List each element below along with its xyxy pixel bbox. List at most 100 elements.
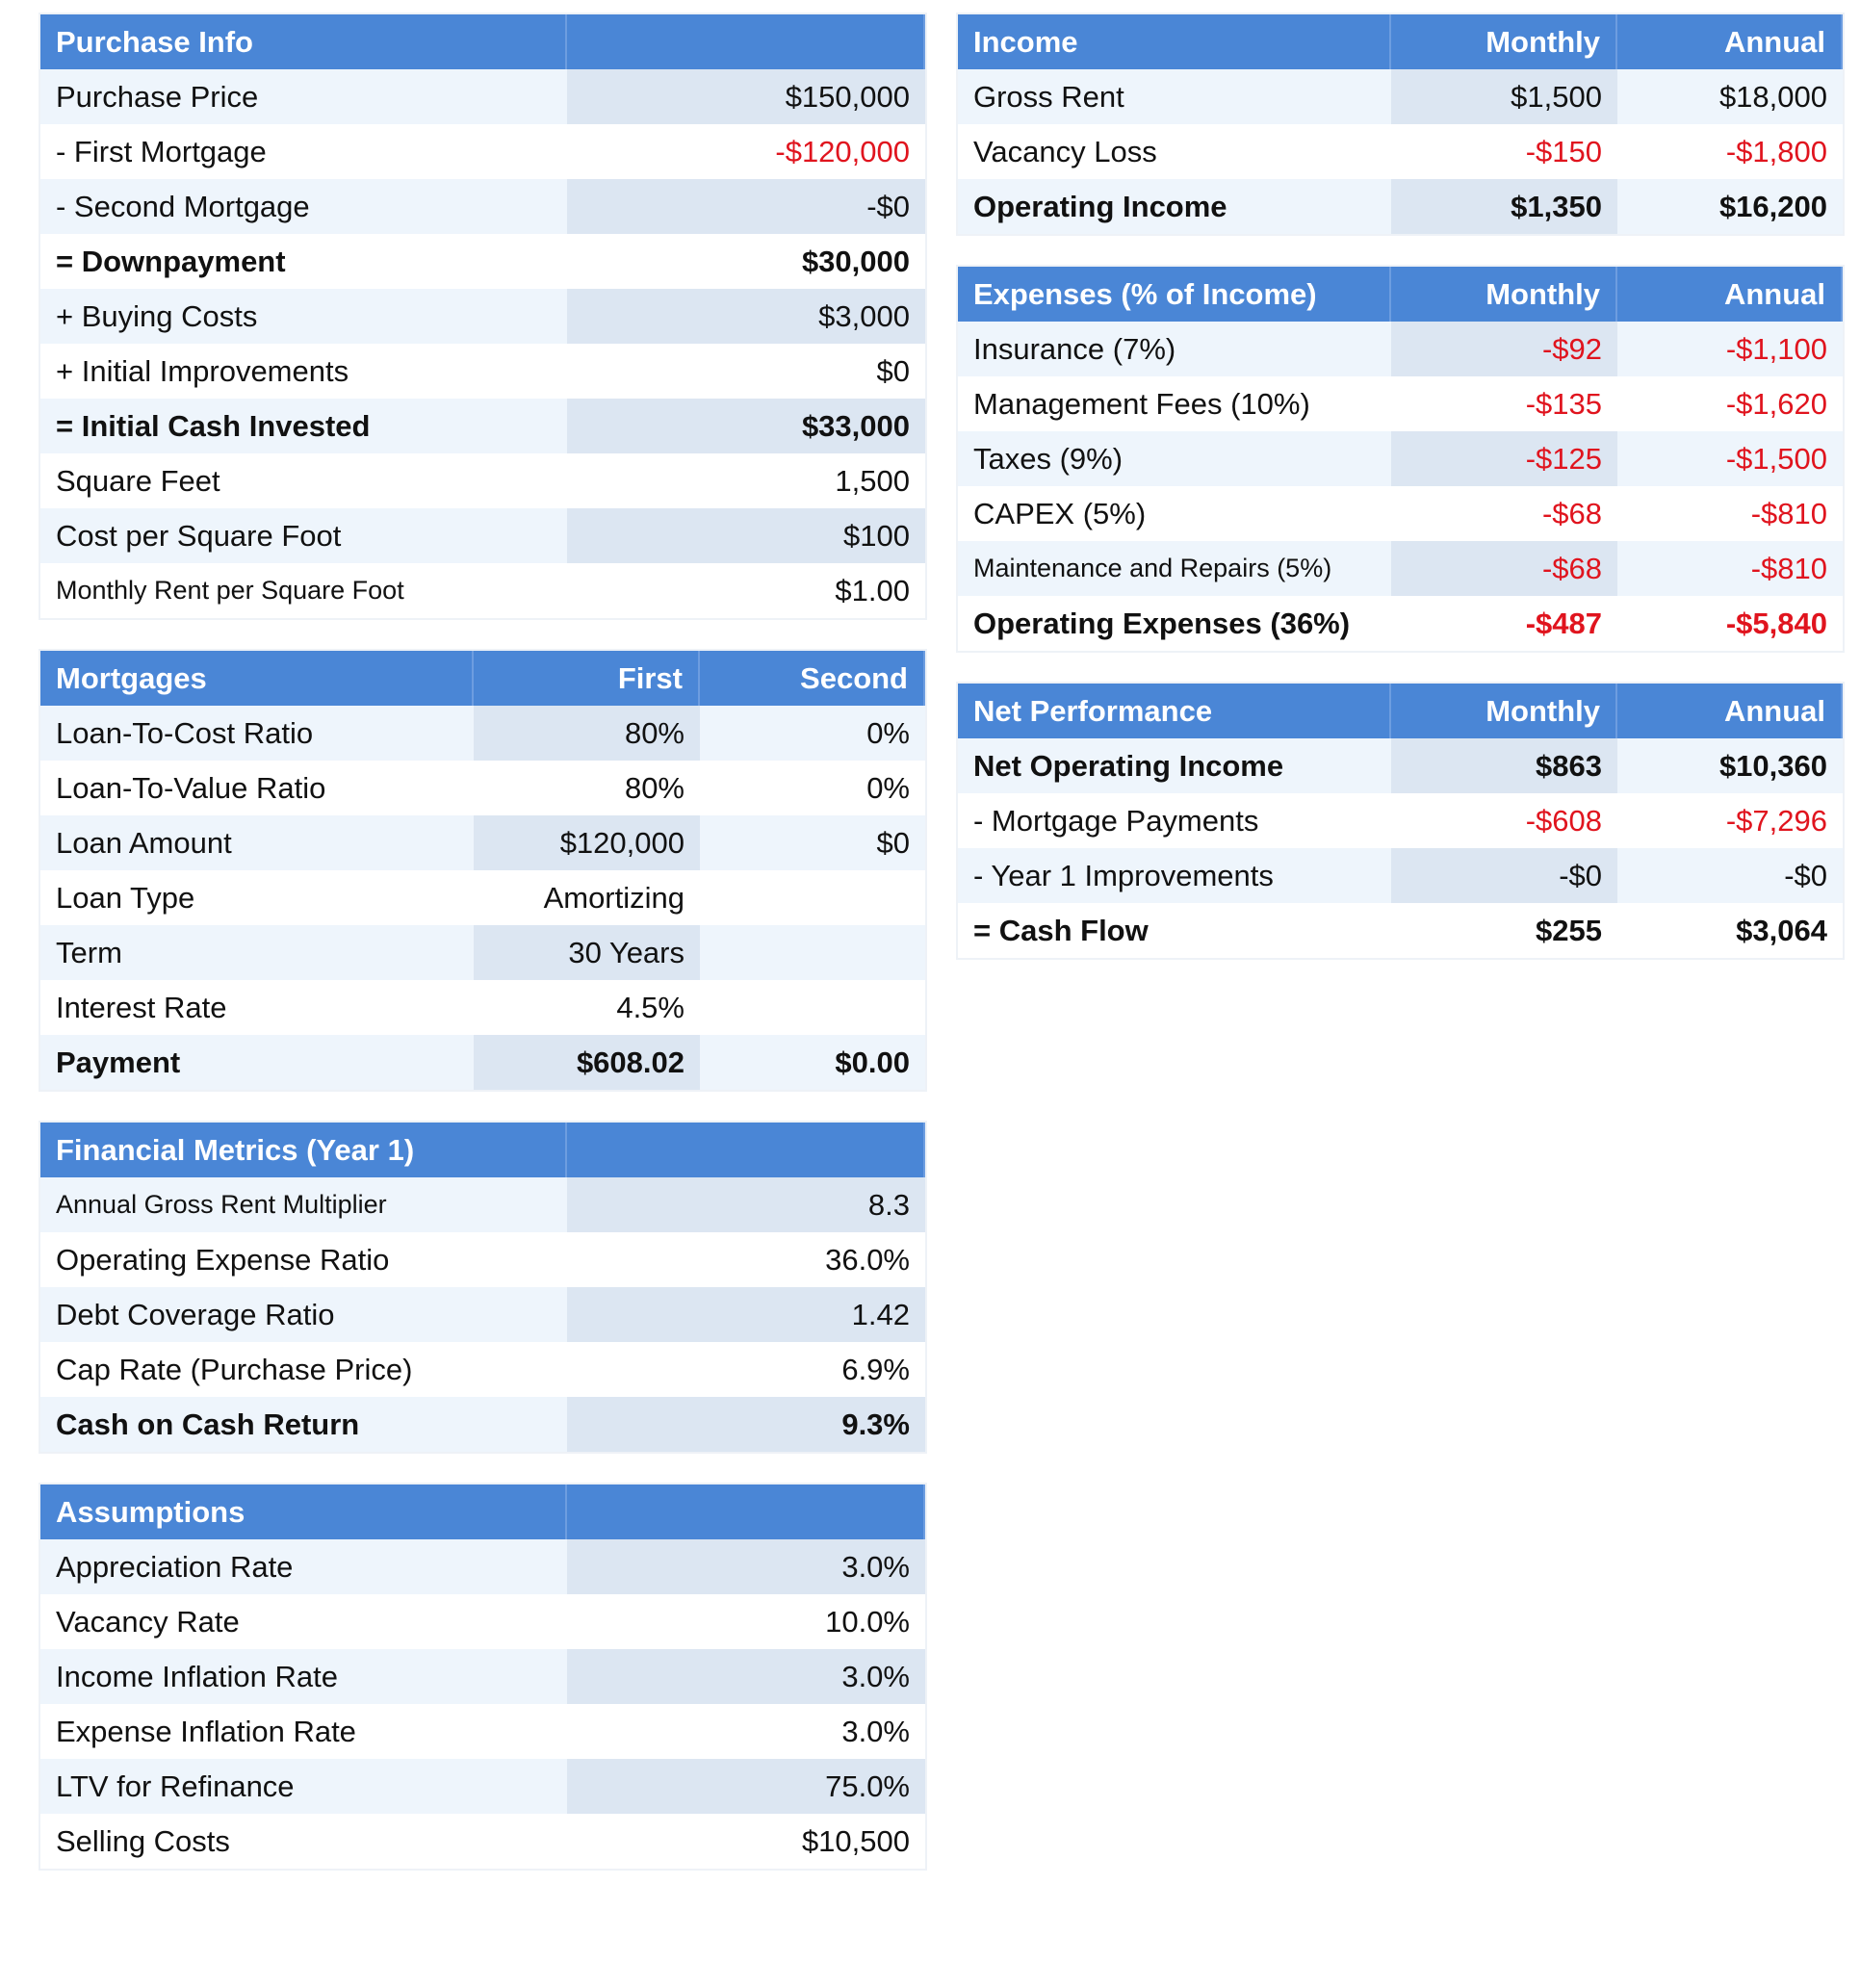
table-title: Financial Metrics (Year 1) [40,1123,567,1177]
row-label: LTV for Refinance [40,1759,567,1814]
row-label: Annual Gross Rent Multiplier [40,1177,567,1232]
value-cell: $18,000 [1617,69,1843,124]
row-label: Loan-To-Cost Ratio [40,706,474,761]
value-cell: -$810 [1617,486,1843,541]
row-label: Insurance (7%) [958,322,1391,376]
table: Net Performance Monthly Annual Net Operatin… [958,684,1843,958]
value-cell: -$1,500 [1617,431,1843,486]
value-cell: $33,000 [567,399,925,453]
column-header [567,1485,925,1539]
value-cell: $16,200 [1617,179,1843,234]
table: Income Monthly Annual Gross Rent $1,500 $18,0… [958,14,1843,234]
value-cell: 10.0% [567,1594,925,1649]
row-label: Monthly Rent per Square Foot [40,563,567,618]
row-label: Vacancy Rate [40,1594,567,1649]
value-cell: 3.0% [567,1649,925,1704]
value-cell: $10,500 [567,1814,925,1869]
value-cell: 3.0% [567,1704,925,1759]
value-cell: $0.00 [700,1035,925,1090]
value-cell: 80% [474,761,700,815]
value-cell: -$1,100 [1617,322,1843,376]
value-cell: 6.9% [567,1342,925,1397]
row-label: Gross Rent [958,69,1391,124]
column-header: Annual [1617,267,1843,322]
row-label: Loan Amount [40,815,474,870]
row-label: Net Operating Income [958,738,1391,793]
row-label: - First Mortgage [40,124,567,179]
value-cell: -$1,800 [1617,124,1843,179]
row-label: + Initial Improvements [40,344,567,399]
table-title: Expenses (% of Income) [958,267,1391,322]
value-cell: Amortizing [474,870,700,925]
row-label: Term [40,925,474,980]
row-label: = Downpayment [40,234,567,289]
row-label: Loan Type [40,870,474,925]
row-label: Interest Rate [40,980,474,1035]
row-label: - Second Mortgage [40,179,567,234]
value-cell: $100 [567,508,925,563]
value-cell: $150,000 [567,69,925,124]
value-cell: 8.3 [567,1177,925,1232]
row-label: Maintenance and Repairs (5%) [958,541,1391,596]
table: Mortgages First Second Loan-To-Cost Ratio 80… [40,651,925,1090]
row-label: Income Inflation Rate [40,1649,567,1704]
value-cell: -$125 [1391,431,1617,486]
value-cell: -$7,296 [1617,793,1843,848]
value-cell: 3.0% [567,1539,925,1594]
value-cell: -$0 [1391,848,1617,903]
column-header: Monthly [1391,267,1617,322]
value-cell [700,870,925,925]
value-cell: -$608 [1391,793,1617,848]
value-cell: 4.5% [474,980,700,1035]
value-cell: $3,000 [567,289,925,344]
value-cell: 0% [700,706,925,761]
table-title: Purchase Info [40,14,567,69]
value-cell [700,980,925,1035]
table-title: Assumptions [40,1485,567,1539]
value-cell: $0 [567,344,925,399]
column-header [567,1123,925,1177]
column-header: Monthly [1391,684,1617,738]
row-label: + Buying Costs [40,289,567,344]
value-cell: 30 Years [474,925,700,980]
value-cell: -$0 [567,179,925,234]
value-cell: $255 [1391,903,1617,958]
right-column: Income Monthly Annual Gross Rent $1,500 $18,0… [958,14,1843,958]
column-header: Second [700,651,925,706]
value-cell: 75.0% [567,1759,925,1814]
column-header: Annual [1617,14,1843,69]
table: Financial Metrics (Year 1) Annual Gross R… [40,1123,925,1452]
table: Purchase Info Purchase Price $150,000- Fir… [40,14,925,618]
value-cell: 9.3% [567,1397,925,1452]
table-title: Income [958,14,1391,69]
value-cell: -$150 [1391,124,1617,179]
row-label: = Cash Flow [958,903,1391,958]
row-label: - Mortgage Payments [958,793,1391,848]
value-cell: 1.42 [567,1287,925,1342]
column-header: Monthly [1391,14,1617,69]
value-cell: $863 [1391,738,1617,793]
row-label: Operating Expense Ratio [40,1232,567,1287]
row-label: Debt Coverage Ratio [40,1287,567,1342]
row-label: Taxes (9%) [958,431,1391,486]
row-label: Vacancy Loss [958,124,1391,179]
table-title: Mortgages [40,651,474,706]
column-header: First [474,651,700,706]
row-label: Expense Inflation Rate [40,1704,567,1759]
row-label: Cash on Cash Return [40,1397,567,1452]
value-cell: $120,000 [474,815,700,870]
row-label: Purchase Price [40,69,567,124]
table: Assumptions Appreciation Rate 3.0% Vacancy … [40,1485,925,1869]
value-cell: -$92 [1391,322,1617,376]
row-label: Management Fees (10%) [958,376,1391,431]
table-title: Net Performance [958,684,1391,738]
table: Expenses (% of Income) Monthly Annual Insur… [958,267,1843,651]
value-cell: -$120,000 [567,124,925,179]
value-cell: -$810 [1617,541,1843,596]
value-cell: $10,360 [1617,738,1843,793]
row-label: = Initial Cash Invested [40,399,567,453]
value-cell: -$1,620 [1617,376,1843,431]
value-cell: -$135 [1391,376,1617,431]
row-label: Operating Expenses (36%) [958,596,1391,651]
